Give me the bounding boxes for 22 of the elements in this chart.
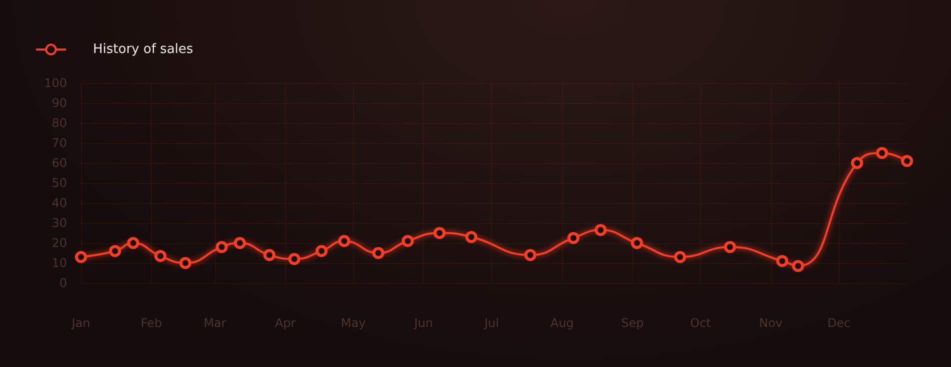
point: [594, 224, 607, 236]
point: [851, 157, 864, 169]
point: [338, 235, 350, 247]
point: [434, 227, 446, 239]
point: [316, 245, 328, 257]
point: [567, 232, 580, 244]
point: [234, 237, 246, 249]
point: [776, 255, 788, 267]
point: [630, 237, 643, 249]
point: [792, 260, 804, 272]
point: [372, 247, 384, 259]
point: [524, 249, 536, 261]
point: [876, 147, 888, 159]
point: [901, 155, 913, 167]
point: [216, 241, 228, 253]
point: [263, 249, 276, 261]
point: [465, 231, 478, 243]
point: [674, 251, 686, 263]
point: [724, 241, 736, 253]
point: [402, 235, 414, 247]
legend-label: History of sales: [93, 42, 194, 57]
point: [288, 253, 300, 265]
